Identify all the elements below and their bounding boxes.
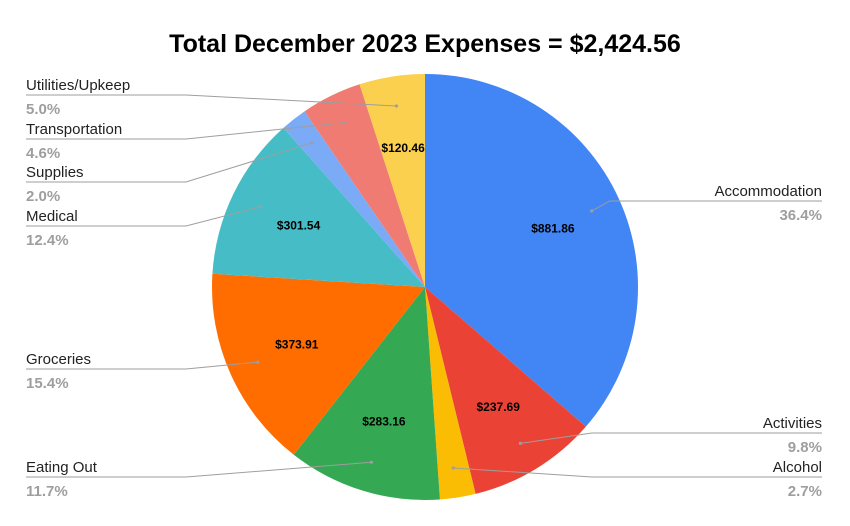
leader-line-alcohol xyxy=(453,467,822,478)
slice-alcohol xyxy=(425,287,476,500)
leader-line-supplies xyxy=(26,142,313,183)
slice-accommodation xyxy=(425,74,638,427)
value-label-medical: $301.54 xyxy=(277,219,321,233)
slice-groceries xyxy=(211,273,425,455)
slice-supplies xyxy=(283,111,425,287)
slice-category-labels: Accommodation 36.4% Activities 9.8% Alcohol 2… xyxy=(26,77,822,500)
category-label-supplies: Supplies xyxy=(26,164,84,181)
slice-eating-out xyxy=(293,287,440,501)
leader-dot-transportation xyxy=(342,121,346,125)
category-label-medical: Medical xyxy=(26,208,78,225)
slice-utilities-upkeep xyxy=(359,74,425,287)
percent-label-transportation: 4.6% xyxy=(26,145,60,162)
category-label-activities: Activities xyxy=(763,415,822,432)
chart-title: Total December 2023 Expenses = $2,424.56 xyxy=(169,30,681,58)
percent-label-utilities-upkeep: 5.0% xyxy=(26,101,60,118)
leader-lines xyxy=(26,94,822,478)
leader-line-utilities-upkeep xyxy=(26,94,397,107)
leader-dot-eating-out xyxy=(369,460,373,464)
slice-medical xyxy=(212,127,425,287)
value-label-activities: $237.69 xyxy=(477,400,521,414)
leader-dot-alcohol xyxy=(451,466,455,470)
category-label-utilities-upkeep: Utilities/Upkeep xyxy=(26,77,130,94)
leader-line-transportation xyxy=(26,122,345,140)
category-label-transportation: Transportation xyxy=(26,121,122,138)
slice-transportation xyxy=(304,84,425,287)
value-label-utilities-upkeep: $120.46 xyxy=(381,141,425,155)
leader-dot-accommodation xyxy=(590,209,594,213)
pie-slices xyxy=(211,74,638,501)
leader-dot-supplies xyxy=(310,141,314,145)
percent-label-accommodation: 36.4% xyxy=(779,207,822,224)
value-label-accommodation: $881.86 xyxy=(531,222,575,236)
percent-label-medical: 12.4% xyxy=(26,232,69,249)
category-label-eating-out: Eating Out xyxy=(26,459,98,476)
percent-label-activities: 9.8% xyxy=(788,439,822,456)
leader-line-groceries xyxy=(26,361,258,370)
slice-value-labels: $881.86 $237.69 $283.16 $373.91 $301.54 $120.… xyxy=(275,141,575,428)
percent-label-groceries: 15.4% xyxy=(26,375,69,392)
percent-label-supplies: 2.0% xyxy=(26,188,60,205)
leader-line-medical xyxy=(26,206,261,227)
value-label-groceries: $373.91 xyxy=(275,338,319,352)
percent-label-eating-out: 11.7% xyxy=(26,483,68,500)
leader-dot-utilities-upkeep xyxy=(394,104,399,108)
slice-activities xyxy=(425,287,586,494)
category-label-accommodation: Accommodation xyxy=(714,183,822,200)
value-label-eating-out: $283.16 xyxy=(362,414,406,428)
leader-dot-groceries xyxy=(256,360,260,364)
leader-dot-activities xyxy=(518,441,523,445)
leader-dot-medical xyxy=(258,205,262,209)
category-label-groceries: Groceries xyxy=(26,351,91,368)
percent-label-alcohol: 2.7% xyxy=(788,483,822,500)
leader-line-activities xyxy=(520,432,822,444)
category-label-alcohol: Alcohol xyxy=(773,459,822,476)
leader-line-accommodation xyxy=(591,200,822,212)
leader-line-eating-out xyxy=(26,461,372,478)
